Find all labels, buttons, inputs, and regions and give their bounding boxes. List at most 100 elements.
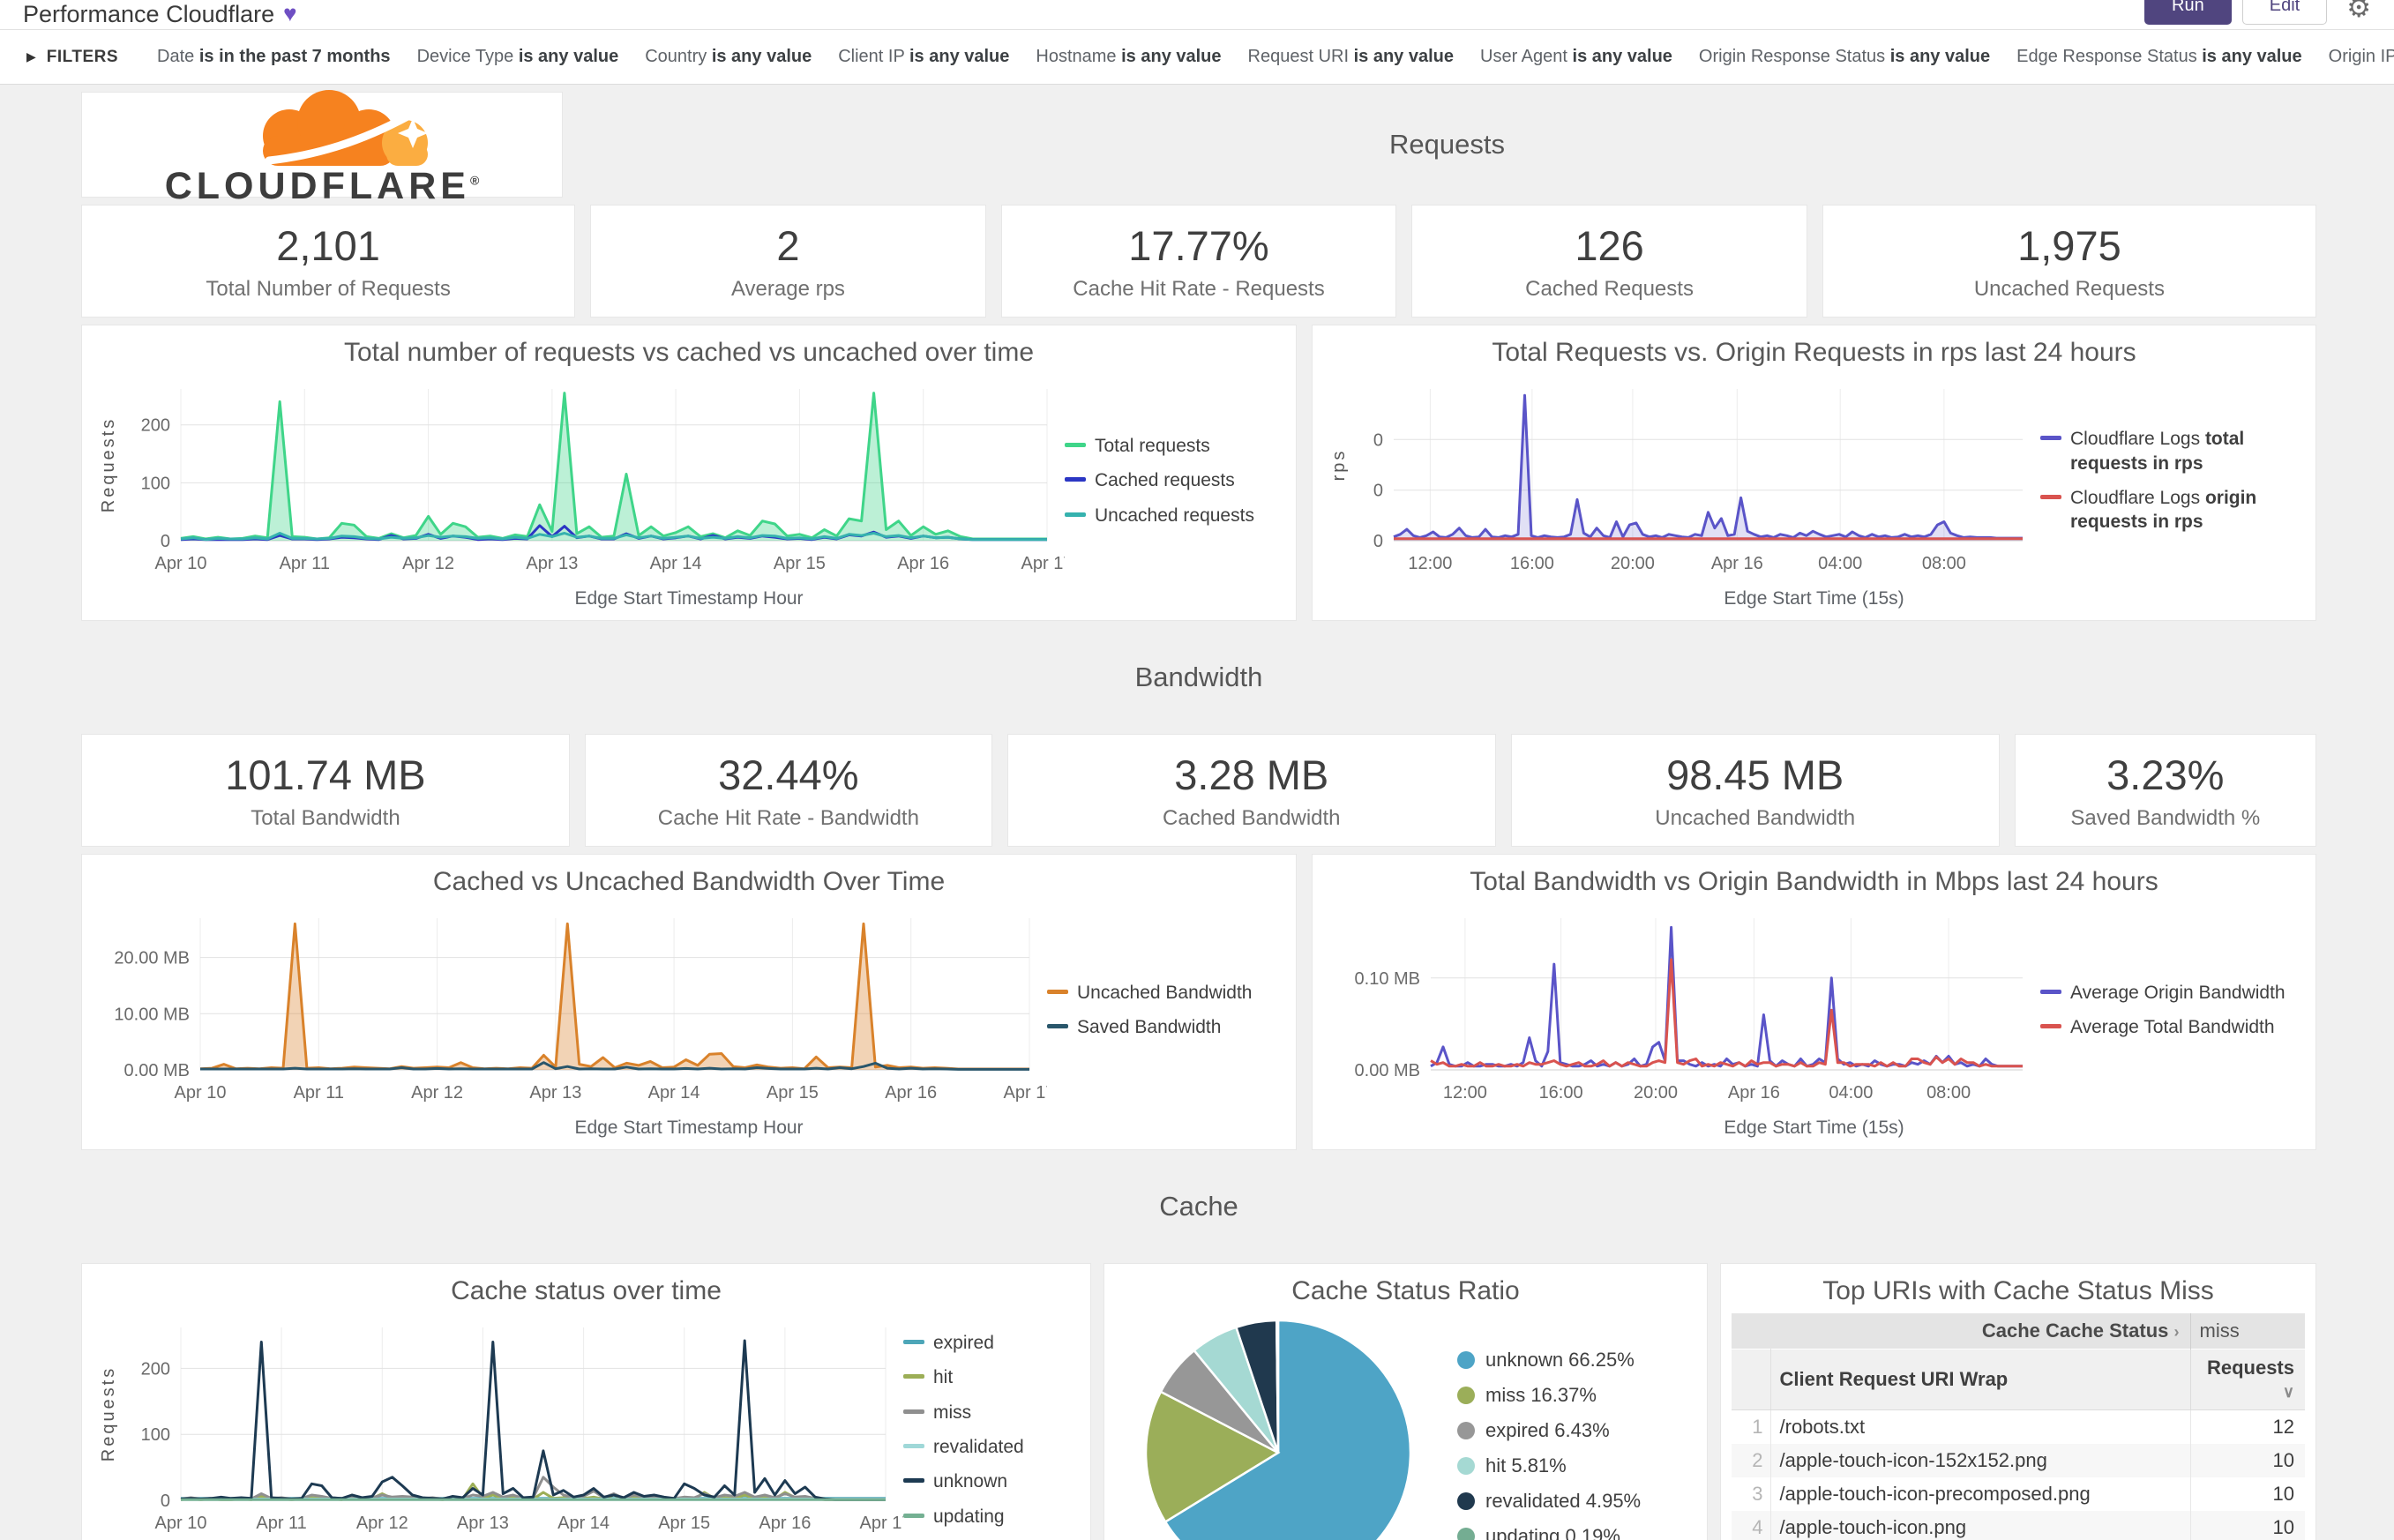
svg-text:0.10 MB: 0.10 MB <box>1355 969 1420 989</box>
filters-toggle[interactable]: ▶ FILTERS <box>26 48 118 67</box>
chart-title: Cache Status Ratio <box>1291 1276 1520 1305</box>
bandwidth-over-time-plot[interactable]: Apr 10 Apr 11 Apr 12 Apr 13 Apr 14 Apr 15 Apr … <box>93 904 1055 1116</box>
kpi-value: 98.45 MB <box>1666 751 1844 798</box>
svg-text:0.00 MB: 0.00 MB <box>124 1061 190 1080</box>
svg-text:Apr 14: Apr 14 <box>650 554 702 573</box>
filter-item[interactable]: Origin IP is any value <box>2328 47 2394 66</box>
legend-item[interactable]: expired <box>903 1331 1076 1355</box>
svg-text:Apr 13: Apr 13 <box>457 1514 509 1533</box>
kpi-total-requests[interactable]: 2,101 Total Number of Requests <box>81 205 576 318</box>
filter-item[interactable]: Country is any value <box>645 47 812 66</box>
legend-item[interactable]: hit <box>903 1365 1076 1389</box>
pivot-header-row: Cache Cache Status › miss <box>1732 1313 2305 1349</box>
table-row[interactable]: 4/apple-touch-icon.png 10 <box>1732 1511 2305 1540</box>
legend-item[interactable]: Cloudflare Logs total requests in rps <box>2040 427 2301 475</box>
pie-legend-item[interactable]: unknown 66.25% <box>1457 1349 1641 1372</box>
svg-text:Apr 17: Apr 17 <box>1021 554 1065 573</box>
heart-icon: ♥ <box>283 0 297 26</box>
kpi-cache-hit-rate-bandwidth[interactable]: 32.44% Cache Hit Rate - Bandwidth <box>584 734 992 847</box>
requests-kpi-row: 2,101 Total Number of Requests 2 Average… <box>81 205 2317 318</box>
chart-bandwidth-over-time: Cached vs Uncached Bandwidth Over Time A… <box>81 854 1297 1150</box>
svg-text:Apr 12: Apr 12 <box>402 554 454 573</box>
registered-mark: ® <box>469 173 480 188</box>
filter-item[interactable]: Date is in the past 7 months <box>157 47 391 66</box>
svg-text:Apr 17: Apr 17 <box>1004 1083 1047 1103</box>
kpi-cache-hit-rate-requests[interactable]: 17.77% Cache Hit Rate - Requests <box>1000 205 1397 318</box>
svg-text:0.00 MB: 0.00 MB <box>1355 1061 1420 1080</box>
cloudflare-logo: CLOUDFLARE® <box>165 85 480 206</box>
filter-item[interactable]: Origin Response Status is any value <box>1698 47 1991 66</box>
table-row[interactable]: 2/apple-touch-icon-152x152.png 10 <box>1732 1444 2305 1477</box>
svg-text:Apr 15: Apr 15 <box>774 554 826 573</box>
pie-legend-item[interactable]: updating 0.19% <box>1457 1525 1641 1540</box>
legend-item[interactable]: Average Total Bandwidth <box>2040 1015 2301 1039</box>
kpi-uncached-requests[interactable]: 1,975 Uncached Requests <box>1822 205 2317 318</box>
legend-item[interactable]: unknown <box>903 1469 1076 1493</box>
svg-text:12:00: 12:00 <box>1408 554 1452 573</box>
uri-column-header[interactable]: Client Request URI Wrap <box>1770 1349 2190 1410</box>
kpi-label: Cache Hit Rate - Bandwidth <box>657 805 919 830</box>
requests-charts-row: Total number of requests vs cached vs un… <box>81 325 2316 621</box>
svg-text:0: 0 <box>1373 532 1383 551</box>
requests-over-time-plot[interactable]: Apr 10 Apr 11 Apr 12 Apr 13 Apr 14 Apr 15 Apr … <box>93 375 1073 587</box>
legend-item[interactable]: Cloudflare Logs origin requests in rps <box>2040 486 2301 535</box>
svg-text:0: 0 <box>1373 482 1383 501</box>
kpi-value: 1,975 <box>2017 221 2121 269</box>
chart-legend: expired hit miss revalidated unknown updating <box>903 1313 1080 1540</box>
chevron-right-icon: › <box>2173 1323 2180 1341</box>
legend-item[interactable]: Uncached Bandwidth <box>1047 981 1282 1005</box>
legend-item[interactable]: Average Origin Bandwidth <box>2040 981 2301 1005</box>
legend-item[interactable]: updating <box>903 1505 1076 1529</box>
svg-text:Apr 13: Apr 13 <box>529 1083 581 1103</box>
legend-item[interactable]: revalidated <box>903 1435 1076 1459</box>
filter-item[interactable]: Request URI is any value <box>1247 47 1454 66</box>
pie-legend-item[interactable]: miss 16.37% <box>1457 1384 1641 1407</box>
pie-legend-item[interactable]: expired 6.43% <box>1457 1419 1641 1442</box>
requests-column-header[interactable]: Requests ∨ <box>2189 1349 2305 1410</box>
gear-icon[interactable]: ⚙ <box>2346 0 2371 23</box>
cache-status-plot[interactable]: Apr 10 Apr 11 Apr 12 Apr 13 Apr 14 Apr 15 Apr … <box>93 1313 911 1540</box>
chart-legend: Total requests Cached requests Uncached re… <box>1065 375 1285 587</box>
legend-item[interactable]: Uncached requests <box>1065 504 1282 527</box>
rps-24h-plot[interactable]: 12:00 16:00 20:00 Apr 16 04:00 08:00 0 0 0 rps <box>1323 375 2040 587</box>
kpi-total-bandwidth[interactable]: 101.74 MB Total Bandwidth <box>81 734 570 847</box>
chart-title: Total number of requests vs cached vs un… <box>343 338 1035 367</box>
svg-text:rps: rps <box>1329 449 1349 482</box>
svg-text:20:00: 20:00 <box>1634 1083 1678 1103</box>
pie-legend: unknown 66.25% miss 16.37% expired 6.43% hi… <box>1441 1349 1641 1540</box>
kpi-label: Average rps <box>730 276 845 301</box>
pie-legend-item[interactable]: hit 5.81% <box>1457 1454 1641 1477</box>
filter-item[interactable]: Hostname is any value <box>1036 47 1222 66</box>
pivot-label[interactable]: Cache Cache Status › <box>1732 1313 2191 1349</box>
legend-item[interactable]: Saved Bandwidth <box>1047 1015 1282 1039</box>
table-row[interactable]: 1/robots.txt 12 <box>1732 1409 2305 1444</box>
svg-text:Apr 11: Apr 11 <box>256 1514 306 1533</box>
kpi-cached-bandwidth[interactable]: 3.28 MB Cached Bandwidth <box>1006 734 1496 847</box>
kpi-average-rps[interactable]: 2 Average rps <box>590 205 986 318</box>
legend-item[interactable]: miss <box>903 1401 1076 1424</box>
filter-item[interactable]: Device Type is any value <box>416 47 619 66</box>
table-row[interactable]: 3/apple-touch-icon-precomposed.png 10 <box>1732 1477 2305 1511</box>
cache-ratio-pie[interactable] <box>1115 1313 1441 1540</box>
run-button[interactable]: Run <box>2144 0 2232 25</box>
svg-text:200: 200 <box>141 1359 170 1379</box>
x-axis-label: Edge Start Time (15s) <box>1724 588 1904 609</box>
dashboard-content: CLOUDFLARE® Requests 2,101 Total Number … <box>0 85 2394 1540</box>
bandwidth-24h-plot[interactable]: 12:00 16:00 20:00 Apr 16 04:00 08:00 0.00 MB 0.… <box>1323 904 2040 1116</box>
chart-title: Total Bandwidth vs Origin Bandwidth in M… <box>1470 867 2158 896</box>
svg-text:0: 0 <box>161 1491 170 1511</box>
filter-item[interactable]: Edge Response Status is any value <box>2016 47 2302 66</box>
filter-item[interactable]: User Agent is any value <box>1480 47 1672 66</box>
legend-item[interactable]: Total requests <box>1065 434 1282 458</box>
kpi-saved-bandwidth-pct[interactable]: 3.23% Saved Bandwidth % <box>2014 734 2316 847</box>
kpi-label: Total Number of Requests <box>206 276 451 301</box>
svg-text:04:00: 04:00 <box>1818 554 1862 573</box>
edit-button[interactable]: Edit <box>2241 0 2328 25</box>
legend-item[interactable]: Cached requests <box>1065 468 1282 492</box>
pie-legend-item[interactable]: revalidated 4.95% <box>1457 1490 1641 1513</box>
kpi-uncached-bandwidth[interactable]: 98.45 MB Uncached Bandwidth <box>1510 734 2000 847</box>
filter-item[interactable]: Client IP is any value <box>838 47 1010 66</box>
kpi-cached-requests[interactable]: 126 Cached Requests <box>1411 205 1807 318</box>
kpi-label: Saved Bandwidth % <box>2070 805 2261 830</box>
svg-text:Apr 16: Apr 16 <box>885 1083 937 1103</box>
